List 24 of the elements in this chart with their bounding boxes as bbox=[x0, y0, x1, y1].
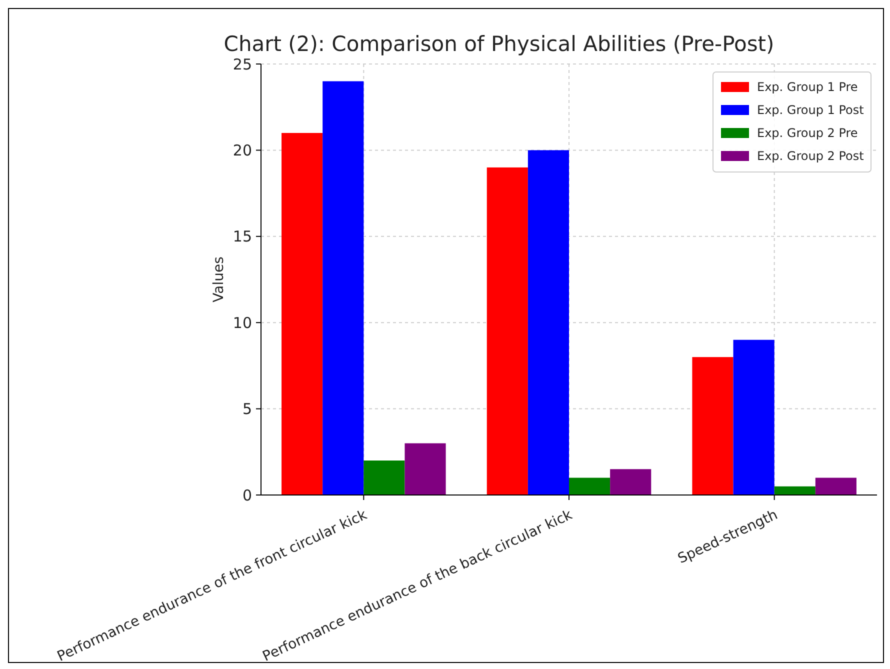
bar bbox=[486, 167, 528, 495]
y-tick-label: 0 bbox=[242, 486, 252, 504]
y-tick-label: 5 bbox=[242, 400, 252, 418]
bar bbox=[404, 443, 446, 495]
bar bbox=[528, 150, 569, 495]
y-tick-label: 25 bbox=[232, 55, 252, 74]
y-tick-label: 10 bbox=[232, 314, 252, 332]
legend-label: Exp. Group 2 Pre bbox=[757, 126, 858, 140]
bar bbox=[569, 478, 610, 495]
legend-label: Exp. Group 1 Pre bbox=[757, 80, 858, 94]
bar bbox=[733, 340, 774, 495]
bar bbox=[692, 357, 734, 495]
legend-label: Exp. Group 1 Post bbox=[757, 103, 864, 118]
bar bbox=[610, 469, 652, 495]
y-tick-label: 15 bbox=[232, 228, 252, 246]
chart-title: Chart (2): Comparison of Physical Abilities (Pre-Post) bbox=[224, 32, 774, 56]
legend-label: Exp. Group 2 Post bbox=[757, 149, 864, 164]
bar bbox=[815, 478, 856, 495]
y-tick-label: 20 bbox=[232, 141, 252, 160]
bar bbox=[364, 460, 405, 495]
bar bbox=[774, 486, 816, 495]
bar bbox=[322, 81, 364, 495]
y-axis-title: Values bbox=[211, 256, 227, 302]
bar bbox=[282, 132, 323, 495]
